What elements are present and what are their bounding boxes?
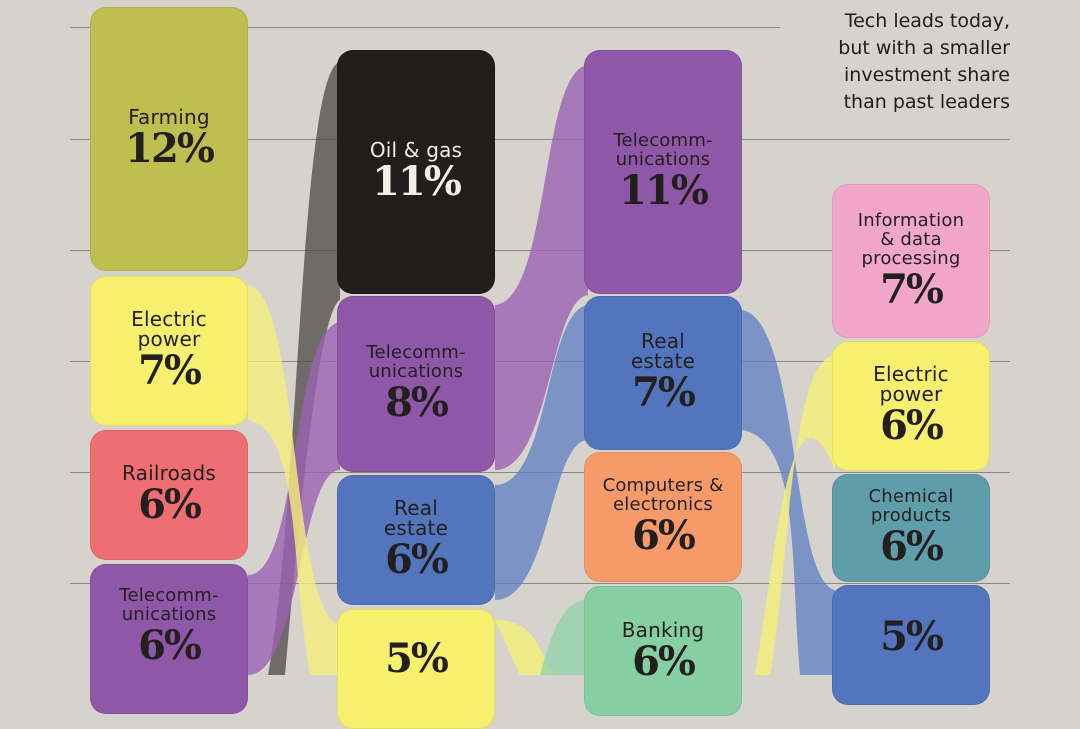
gridline (70, 139, 1010, 140)
node-electric-power: 5% (337, 609, 495, 729)
node-value: 6% (880, 523, 944, 570)
node-banking: Banking 6% (584, 586, 742, 716)
node-label: Banking (621, 618, 705, 642)
node-value: 5% (880, 613, 944, 660)
node-value: 7% (632, 369, 696, 416)
node-value: 6% (632, 638, 696, 685)
node-real-estate: 5% (832, 585, 990, 705)
gridline (70, 27, 780, 28)
flow-banking (540, 600, 588, 675)
flow-electric-2-3 (495, 620, 555, 675)
node-label: Computers & electronics (602, 475, 724, 515)
node-label: Railroads (121, 461, 217, 485)
node-real-estate: Real estate 7% (584, 296, 742, 450)
flow-telecom-2-3 (495, 65, 588, 470)
node-label: Electric power (873, 362, 949, 406)
gridline (70, 583, 1010, 584)
node-value: 7% (138, 347, 202, 394)
node-electric-power: Electric power 7% (90, 276, 248, 426)
node-value: 6% (385, 536, 449, 583)
node-real-estate: Real estate 6% (337, 475, 495, 605)
node-label: Chemical products (868, 486, 954, 526)
flow-ribbons (248, 62, 835, 675)
flow-electric-3-4 (755, 355, 835, 675)
node-information-data-processing: Information & data processing 7% (832, 184, 990, 338)
node-label: Electric power (131, 307, 207, 351)
node-oil-gas: Oil & gas 11% (337, 50, 495, 294)
node-label: Real estate (630, 329, 696, 373)
node-label: Telecomm- unications (119, 585, 219, 625)
node-label: Telecomm- unications (366, 342, 466, 382)
flow-electric-1-2 (248, 285, 340, 675)
node-value: 8% (385, 379, 449, 426)
node-value: 11% (372, 158, 462, 205)
node-value: 11% (619, 167, 709, 214)
node-railroads: Railroads 6% (90, 430, 248, 560)
node-label: Farming (128, 105, 210, 129)
flow-realestate-2-3 (495, 305, 588, 600)
node-telecommunications: Telecomm- unications 11% (584, 50, 742, 294)
node-value: 7% (880, 265, 944, 313)
node-label: Telecomm- unications (613, 130, 713, 170)
node-value: 6% (138, 622, 202, 669)
node-chemical-products: Chemical products 6% (832, 474, 990, 582)
node-farming: Farming 12% (90, 7, 248, 271)
node-value: 12% (125, 125, 215, 172)
node-value: 6% (138, 481, 202, 528)
node-telecommunications: Telecomm- unications 8% (337, 296, 495, 472)
node-computers-electronics: Computers & electronics 6% (584, 452, 742, 582)
node-label: Real estate (383, 496, 449, 540)
node-label: Oil & gas (369, 138, 463, 162)
node-value: 6% (632, 512, 696, 559)
node-electric-power: Electric power 6% (832, 341, 990, 471)
node-value: 5% (385, 635, 449, 682)
node-label: Information & data processing (857, 209, 965, 269)
chart-caption: Tech leads today, but with a smaller inv… (838, 10, 1010, 113)
node-value: 6% (880, 402, 944, 449)
node-telecommunications: Telecomm- unications 6% (90, 564, 248, 714)
